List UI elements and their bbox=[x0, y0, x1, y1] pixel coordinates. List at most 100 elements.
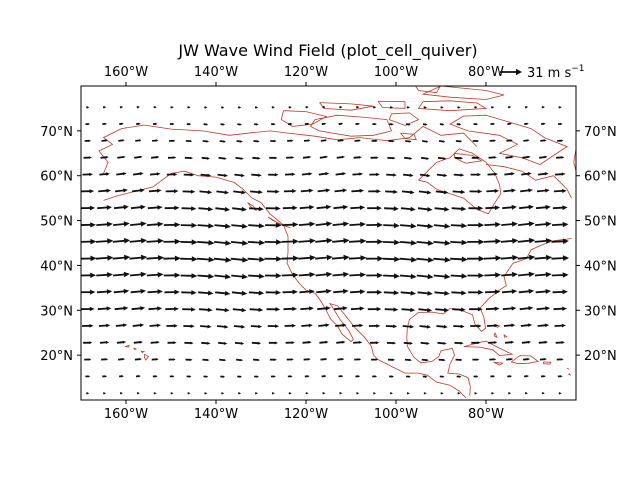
coastline bbox=[133, 347, 137, 350]
wind-arrow bbox=[454, 341, 464, 345]
wind-arrow bbox=[85, 122, 90, 126]
wind-arrow bbox=[98, 188, 111, 193]
wind-arrow bbox=[501, 289, 518, 294]
wind-arrow bbox=[149, 172, 161, 176]
wind-arrow bbox=[282, 205, 298, 211]
wind-arrow bbox=[322, 106, 326, 109]
wind-arrow bbox=[285, 341, 295, 345]
wind-arrow bbox=[83, 341, 93, 345]
wind-arrow bbox=[183, 173, 195, 177]
wind-arrow bbox=[534, 238, 553, 244]
wind-arrow bbox=[233, 324, 246, 329]
wind-arrow bbox=[524, 106, 529, 109]
wind-arrow bbox=[129, 271, 147, 278]
wind-arrow bbox=[101, 139, 108, 142]
wind-arrow bbox=[389, 375, 394, 378]
wind-arrow bbox=[151, 358, 159, 361]
wind-arrow bbox=[97, 205, 112, 210]
wind-arrow bbox=[284, 323, 296, 328]
wind-arrow bbox=[184, 341, 194, 345]
wind-arrow bbox=[180, 256, 198, 262]
wind-arrow bbox=[117, 358, 125, 361]
wind-arrow bbox=[166, 172, 178, 177]
wind-arrow bbox=[486, 188, 500, 193]
wind-arrow bbox=[320, 139, 328, 142]
wind-arrow bbox=[490, 375, 496, 378]
wind-arrow bbox=[163, 222, 181, 228]
wind-arrow bbox=[81, 272, 97, 278]
wind-arrow bbox=[556, 156, 565, 159]
wind-arrow bbox=[389, 106, 394, 109]
axes-frame bbox=[80, 85, 577, 401]
y-tick-label-right: 60°N bbox=[584, 170, 617, 185]
wind-arrow bbox=[349, 272, 367, 278]
x-tick-label-bottom: 140°W bbox=[194, 407, 238, 422]
wind-arrow bbox=[336, 340, 346, 344]
wind-arrow bbox=[219, 358, 227, 362]
x-tick-label-top: 140°W bbox=[194, 65, 238, 80]
wind-arrow bbox=[368, 189, 381, 194]
wind-arrow bbox=[437, 341, 447, 345]
wind-arrow bbox=[96, 221, 113, 227]
wind-arrow bbox=[370, 341, 380, 345]
wind-arrow bbox=[187, 392, 191, 395]
wind-arrow bbox=[521, 172, 532, 176]
wind-arrow bbox=[217, 173, 228, 178]
wind-arrow bbox=[315, 271, 333, 278]
y-tick-label-right: 70°N bbox=[584, 125, 617, 140]
wind-arrow bbox=[265, 290, 282, 295]
wind-arrow bbox=[119, 122, 124, 125]
wind-arrow bbox=[202, 140, 209, 143]
wind-arrow bbox=[237, 375, 242, 378]
wind-arrow bbox=[267, 189, 280, 194]
wind-arrow bbox=[383, 273, 400, 279]
coastline bbox=[503, 334, 508, 338]
wind-arrow bbox=[169, 375, 175, 378]
wind-arrow bbox=[522, 358, 530, 361]
wind-arrow bbox=[163, 272, 181, 278]
wind-arrow bbox=[136, 106, 140, 109]
coastline bbox=[449, 114, 568, 165]
wind-arrow bbox=[119, 375, 124, 378]
wind-arrow bbox=[435, 307, 449, 313]
wind-arrow bbox=[450, 223, 468, 229]
wind-arrow bbox=[149, 323, 161, 328]
wind-arrow bbox=[180, 222, 198, 228]
wind-arrow bbox=[169, 139, 176, 142]
wind-arrow bbox=[435, 190, 449, 195]
wind-arrow bbox=[503, 188, 516, 193]
wind-arrow bbox=[354, 358, 362, 361]
wind-arrow bbox=[230, 257, 249, 263]
wind-arrow bbox=[450, 256, 468, 263]
wind-arrow bbox=[271, 106, 275, 109]
wind-arrow bbox=[186, 123, 192, 126]
wind-arrow bbox=[365, 255, 384, 262]
wind-arrow bbox=[200, 324, 212, 329]
wind-arrow bbox=[472, 139, 479, 143]
wind-arrow bbox=[503, 323, 516, 328]
wind-arrow bbox=[115, 188, 128, 193]
wind-arrow bbox=[305, 392, 309, 395]
y-tick-label-left: 40°N bbox=[40, 259, 73, 274]
wind-arrow bbox=[403, 341, 413, 345]
wind-arrow bbox=[268, 341, 278, 345]
quiver-key-arrow bbox=[500, 68, 522, 76]
coastline bbox=[566, 367, 570, 370]
wind-arrow bbox=[299, 205, 315, 210]
wind-arrow bbox=[101, 358, 109, 361]
wind-arrow bbox=[197, 273, 215, 279]
wind-arrow bbox=[350, 205, 366, 210]
wind-arrow bbox=[270, 139, 277, 143]
wind-arrow bbox=[335, 323, 347, 328]
plot-area bbox=[80, 85, 577, 401]
wind-arrow bbox=[382, 239, 401, 246]
wind-arrow bbox=[417, 290, 433, 296]
wind-arrow bbox=[518, 271, 535, 278]
wind-arrow bbox=[388, 140, 395, 143]
wind-arrow bbox=[469, 189, 483, 194]
wind-arrow bbox=[287, 139, 294, 142]
wind-arrow bbox=[452, 189, 466, 194]
wind-arrow bbox=[400, 206, 416, 212]
coastline bbox=[454, 152, 483, 164]
wind-arrow bbox=[81, 189, 95, 194]
